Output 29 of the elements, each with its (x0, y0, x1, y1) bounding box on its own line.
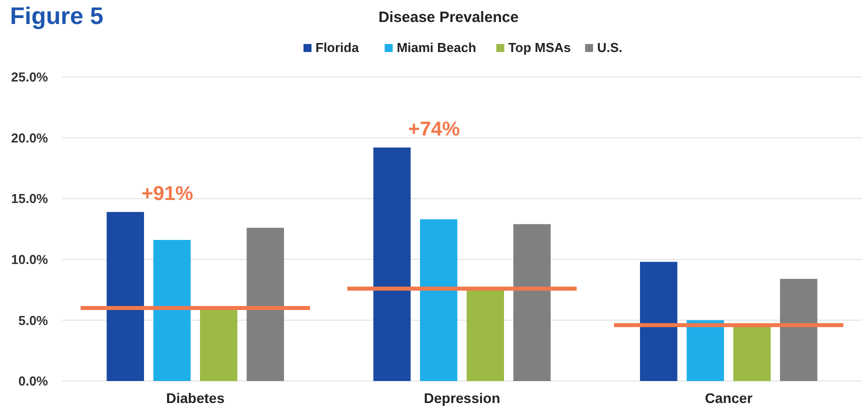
y-tick-label: 0.0% (18, 374, 48, 389)
bar (246, 228, 284, 381)
x-tick-label: Diabetes (166, 390, 225, 406)
bar (686, 320, 724, 381)
y-tick-label: 20.0% (11, 130, 48, 146)
bar (513, 224, 551, 381)
bar (640, 262, 678, 381)
bar (106, 212, 144, 381)
chart-subtitle: Disease Prevalence (378, 9, 519, 26)
x-tick-label: Depression (424, 390, 500, 406)
legend-label: Miami Beach (396, 40, 476, 55)
chart-title: Figure 5 (10, 3, 104, 30)
bar (466, 288, 504, 381)
y-tick-label: 25.0% (11, 70, 48, 85)
bar (780, 278, 818, 381)
legend-label: Florida (316, 40, 360, 55)
annotation: +74% (408, 118, 460, 141)
bar (200, 308, 238, 381)
y-tick-label: 15.0% (11, 191, 48, 206)
annotation: +91% (141, 182, 194, 205)
x-tick-label: Cancer (704, 390, 753, 406)
legend-label: U.S. (597, 40, 622, 55)
y-tick-label: 5.0% (18, 312, 48, 328)
bar (420, 219, 458, 381)
bar (373, 148, 411, 381)
bar (153, 240, 191, 381)
bar (733, 325, 771, 381)
legend-label: Top MSAs (508, 40, 571, 55)
y-tick-label: 10.0% (11, 252, 48, 267)
